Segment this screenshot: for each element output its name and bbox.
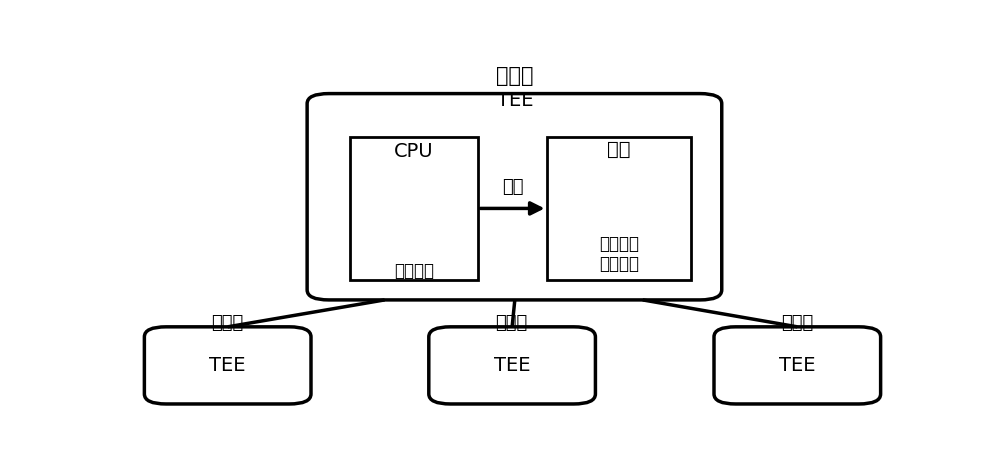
Text: CPU: CPU — [394, 142, 434, 160]
Text: 从节点: 从节点 — [211, 314, 243, 332]
Text: 访问: 访问 — [502, 178, 523, 196]
Text: （加密）: （加密） — [599, 255, 639, 273]
Text: TEE: TEE — [497, 91, 533, 110]
Text: TEE: TEE — [494, 356, 530, 375]
Bar — [350, 137, 478, 280]
FancyBboxPatch shape — [144, 327, 311, 404]
FancyBboxPatch shape — [429, 327, 595, 404]
Text: 存储数据: 存储数据 — [599, 235, 639, 254]
Text: 内存: 内存 — [607, 140, 631, 159]
Text: 从节点: 从节点 — [496, 314, 528, 332]
Text: TEE: TEE — [209, 356, 246, 375]
Text: 从节点: 从节点 — [781, 314, 813, 332]
Text: TEE: TEE — [779, 356, 816, 375]
FancyBboxPatch shape — [307, 94, 722, 300]
Bar — [547, 137, 691, 280]
Text: 主节点: 主节点 — [496, 66, 534, 86]
Text: 处理数据: 处理数据 — [394, 262, 434, 280]
FancyBboxPatch shape — [714, 327, 881, 404]
